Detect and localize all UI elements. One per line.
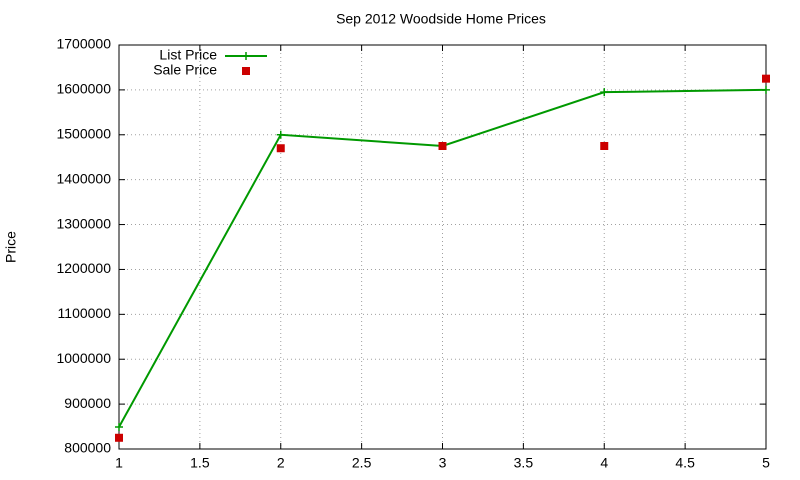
- y-tick-label: 1000000: [56, 350, 111, 366]
- data-point: [276, 130, 285, 139]
- y-tick-label: 1500000: [56, 125, 111, 141]
- data-point: [115, 433, 123, 442]
- y-axis-label: Price: [3, 231, 19, 263]
- y-tick-label: 1600000: [56, 81, 111, 97]
- plot-border: [118, 44, 767, 450]
- chart-title: Sep 2012 Woodside Home Prices: [336, 11, 546, 27]
- x-tick-label: 4.5: [675, 455, 695, 471]
- x-tick-label: 2: [277, 455, 285, 471]
- x-tick-label: 3: [439, 455, 447, 471]
- data-point: [600, 88, 609, 97]
- x-tick-label: 5: [762, 455, 770, 471]
- y-tick-label: 1100000: [58, 305, 112, 321]
- data-point: [276, 144, 285, 153]
- data-point: [115, 423, 123, 432]
- y-tick-label: 1700000: [56, 36, 111, 52]
- y-tick-label: 1400000: [56, 170, 111, 186]
- legend-swatch: [242, 67, 250, 75]
- x-tick-label: 2.5: [352, 455, 372, 471]
- data-point: [438, 142, 447, 150]
- y-tick-label: 900000: [64, 395, 111, 411]
- y-tick-label: 1200000: [56, 260, 111, 276]
- x-tick-label: 1: [115, 455, 123, 471]
- data-point: [762, 85, 770, 94]
- data-point: [600, 142, 609, 150]
- legend-label: Sale Price: [153, 62, 217, 78]
- series-line: [118, 88, 767, 428]
- x-tick-label: 4: [600, 455, 608, 471]
- y-tick-label: 1300000: [56, 215, 111, 231]
- x-tick-label: 1.5: [190, 455, 210, 471]
- legend-swatch: [242, 52, 250, 60]
- y-tick-label: 800000: [64, 440, 111, 456]
- x-tick-label: 3.5: [514, 455, 534, 471]
- legend-label: List Price: [159, 47, 217, 63]
- data-point: [762, 74, 770, 83]
